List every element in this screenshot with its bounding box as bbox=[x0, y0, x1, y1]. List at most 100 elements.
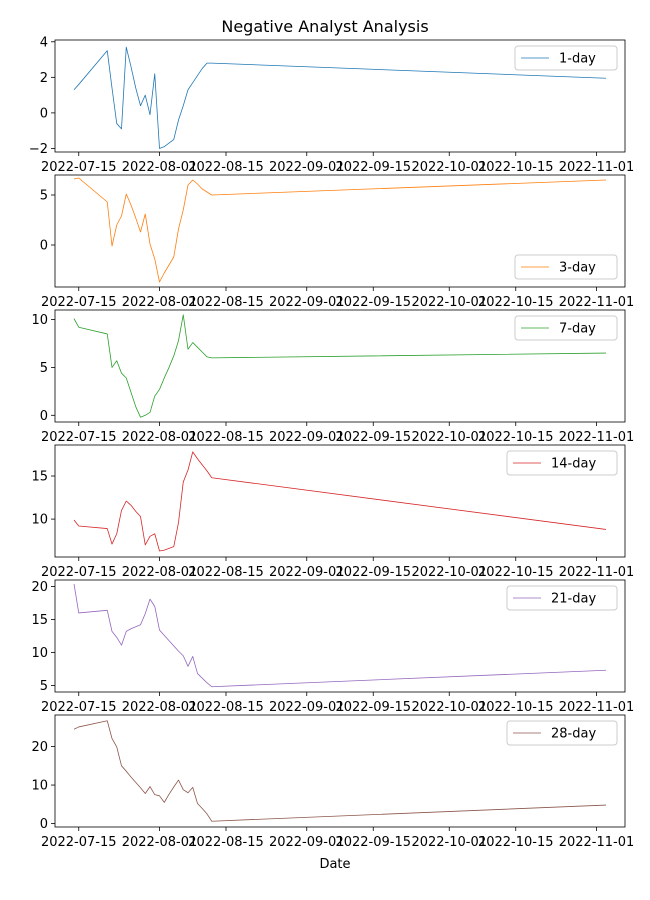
series-line bbox=[73, 451, 607, 552]
series-line bbox=[73, 583, 607, 688]
x-tick-label: 2022-08-15 bbox=[188, 565, 264, 580]
x-tick-label: 2022-09-01 bbox=[269, 430, 345, 445]
x-tick-label: 2022-09-15 bbox=[335, 295, 411, 310]
x-tick-label: 2022-11-01 bbox=[559, 295, 635, 310]
x-tick-label: 2022-11-01 bbox=[559, 430, 635, 445]
y-tick-label: 0 bbox=[40, 817, 48, 832]
x-tick-label: 2022-10-01 bbox=[411, 565, 487, 580]
x-tick-label: 2022-08-15 bbox=[188, 835, 264, 850]
x-tick-label: 2022-09-15 bbox=[335, 430, 411, 445]
x-tick-label: 2022-09-15 bbox=[335, 565, 411, 580]
legend-box bbox=[514, 254, 618, 280]
y-tick-label: 5 bbox=[40, 679, 48, 694]
x-tick-label: 2022-10-15 bbox=[478, 565, 554, 580]
y-tick-label: 15 bbox=[31, 613, 48, 628]
x-tick-label: 2022-07-15 bbox=[41, 835, 117, 850]
x-tick-label: 2022-08-01 bbox=[122, 700, 198, 715]
x-tick-label: 2022-08-01 bbox=[122, 565, 198, 580]
x-tick-label: 2022-07-15 bbox=[41, 700, 117, 715]
legend-box bbox=[506, 720, 618, 746]
x-tick-label: 2022-07-15 bbox=[41, 295, 117, 310]
x-tick-label: 2022-10-01 bbox=[411, 430, 487, 445]
legend: 3-day bbox=[514, 254, 618, 280]
x-axis-label: Date bbox=[319, 857, 350, 872]
legend-label: 1-day bbox=[559, 52, 596, 67]
x-tick-label: 2022-10-01 bbox=[411, 295, 487, 310]
y-tick-label: 10 bbox=[31, 646, 48, 661]
x-tick-label: 2022-09-15 bbox=[335, 835, 411, 850]
legend: 7-day bbox=[514, 315, 618, 341]
x-tick-label: 2022-08-01 bbox=[122, 835, 198, 850]
x-tick-label: 2022-09-01 bbox=[269, 295, 345, 310]
legend-label: 21-day bbox=[551, 592, 596, 607]
legend-label: 14-day bbox=[551, 457, 596, 472]
legend: 21-day bbox=[506, 585, 618, 611]
y-tick-label: 20 bbox=[31, 580, 48, 595]
y-tick-label: 0 bbox=[40, 409, 48, 424]
y-tick-label: −2 bbox=[29, 142, 48, 157]
legend-label: 3-day bbox=[559, 261, 596, 276]
y-tick-label: 15 bbox=[31, 470, 48, 485]
y-tick-label: 2 bbox=[40, 71, 48, 86]
x-tick-label: 2022-11-01 bbox=[559, 565, 635, 580]
y-tick-label: 10 bbox=[31, 779, 48, 794]
series-line bbox=[73, 314, 607, 418]
x-tick-label: 2022-09-01 bbox=[269, 565, 345, 580]
x-tick-label: 2022-08-01 bbox=[122, 160, 198, 175]
y-tick-label: 5 bbox=[40, 189, 48, 204]
x-tick-label: 2022-09-15 bbox=[335, 160, 411, 175]
legend: 1-day bbox=[514, 45, 618, 71]
x-tick-label: 2022-11-01 bbox=[559, 160, 635, 175]
legend-box bbox=[506, 450, 618, 476]
x-tick-label: 2022-10-01 bbox=[411, 160, 487, 175]
x-tick-label: 2022-08-15 bbox=[188, 160, 264, 175]
y-tick-label: 10 bbox=[31, 513, 48, 528]
legend-label: 28-day bbox=[551, 727, 596, 742]
series-line bbox=[73, 720, 607, 822]
series-line bbox=[73, 46, 607, 149]
x-tick-label: 2022-07-15 bbox=[41, 430, 117, 445]
chart-title: Negative Analyst Analysis bbox=[221, 17, 428, 36]
legend-box bbox=[514, 315, 618, 341]
y-tick-label: 4 bbox=[40, 35, 48, 50]
x-tick-label: 2022-08-15 bbox=[188, 700, 264, 715]
plot-frame bbox=[54, 714, 626, 828]
x-tick-label: 2022-10-01 bbox=[411, 835, 487, 850]
x-tick-label: 2022-08-01 bbox=[122, 295, 198, 310]
legend-label: 7-day bbox=[559, 322, 596, 337]
x-tick-label: 2022-10-15 bbox=[478, 160, 554, 175]
y-tick-label: 20 bbox=[31, 740, 48, 755]
plot-frame bbox=[54, 444, 626, 558]
series-line bbox=[73, 177, 607, 283]
y-tick-label: 0 bbox=[40, 239, 48, 254]
x-tick-label: 2022-07-15 bbox=[41, 160, 117, 175]
x-tick-label: 2022-09-01 bbox=[269, 700, 345, 715]
x-tick-label: 2022-09-15 bbox=[335, 700, 411, 715]
x-tick-label: 2022-10-15 bbox=[478, 835, 554, 850]
x-tick-label: 2022-10-01 bbox=[411, 700, 487, 715]
plot-frame bbox=[54, 174, 626, 288]
x-tick-label: 2022-07-15 bbox=[41, 565, 117, 580]
legend: 28-day bbox=[506, 720, 618, 746]
x-tick-label: 2022-08-15 bbox=[188, 295, 264, 310]
y-tick-label: 10 bbox=[31, 313, 48, 328]
legend-box bbox=[506, 585, 618, 611]
x-tick-label: 2022-08-15 bbox=[188, 430, 264, 445]
legend-box bbox=[514, 45, 618, 71]
x-tick-label: 2022-11-01 bbox=[559, 700, 635, 715]
legend: 14-day bbox=[506, 450, 618, 476]
x-tick-label: 2022-09-01 bbox=[269, 160, 345, 175]
y-tick-label: 5 bbox=[40, 361, 48, 376]
x-tick-label: 2022-11-01 bbox=[559, 835, 635, 850]
plot-frame bbox=[54, 309, 626, 423]
y-tick-label: 0 bbox=[40, 106, 48, 121]
plot-frame bbox=[54, 579, 626, 693]
